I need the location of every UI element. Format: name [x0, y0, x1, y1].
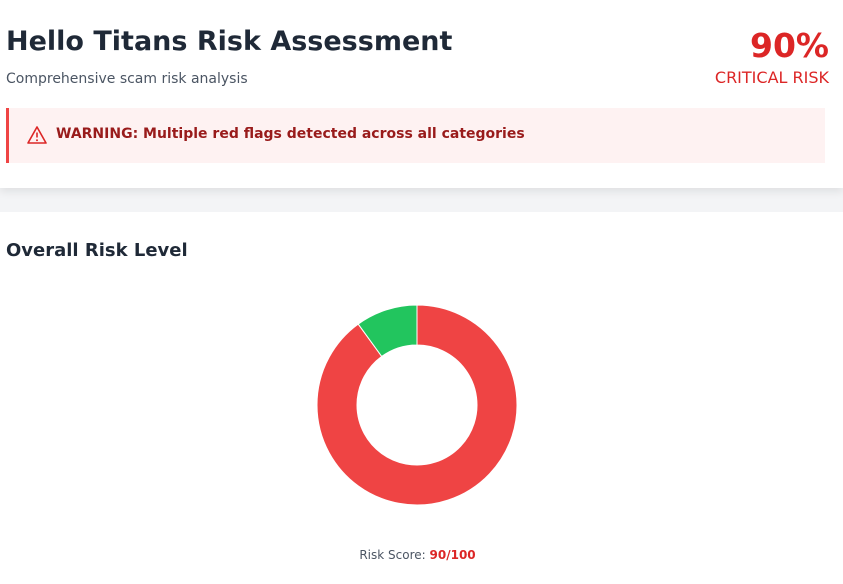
- page-title: Hello Titans Risk Assessment: [6, 26, 453, 57]
- chart-card: Overall Risk Level Risk Score: 90/100: [0, 212, 843, 584]
- risk-level: CRITICAL RISK: [714, 68, 829, 87]
- donut-segment: [357, 304, 418, 358]
- header-card: Hello Titans Risk Assessment Comprehensi…: [0, 0, 843, 188]
- subtitle: Comprehensive scam risk analysis: [6, 71, 248, 87]
- chart-caption: Risk Score: 90/100: [0, 548, 835, 562]
- chart-title: Overall Risk Level: [6, 240, 188, 261]
- warning-icon: [27, 126, 47, 144]
- donut-segment: [316, 304, 518, 506]
- warning-banner: WARNING: Multiple red flags detected acr…: [6, 108, 825, 163]
- donut-chart: [316, 304, 518, 506]
- warning-text: WARNING: Multiple red flags detected acr…: [56, 126, 525, 142]
- risk-score: 90%: [750, 26, 829, 65]
- caption-label: Risk Score:: [359, 548, 426, 562]
- caption-value: 90/100: [429, 548, 476, 562]
